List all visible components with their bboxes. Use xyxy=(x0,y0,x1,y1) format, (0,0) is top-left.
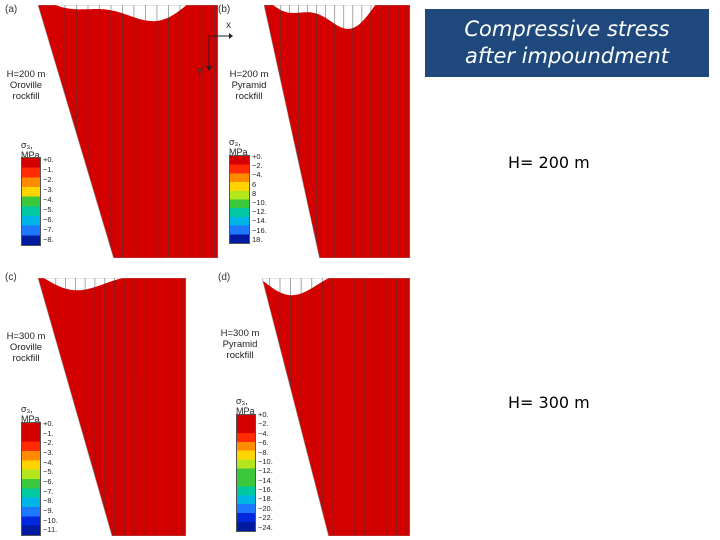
legend-tick-label: 18. xyxy=(252,234,263,244)
legend-labels: +0. −2. −4. 6 8 −10. −12. −14. −16. 18. xyxy=(252,153,292,245)
stress-field xyxy=(264,5,410,258)
legend-tick-label: −8. xyxy=(43,235,54,244)
contour-plot xyxy=(38,278,186,536)
row-label-h200: H= 200 m xyxy=(508,153,590,172)
color-scale-bar xyxy=(21,157,41,246)
legend-tick-label: −5. xyxy=(43,467,54,477)
legend-tick-label: −14. xyxy=(252,216,267,226)
legend-tick-label: −16. xyxy=(258,485,273,495)
legend-tick-label: −4. xyxy=(258,428,269,438)
color-scale-bar xyxy=(236,414,256,532)
panel-letter: (c) xyxy=(5,272,17,283)
legend-tick-label: +0. xyxy=(43,155,54,164)
color-scale-bar xyxy=(229,155,250,244)
legend-tick-label: +0. xyxy=(258,410,269,419)
legend-tick-label: 8 xyxy=(252,188,257,198)
legend-tick-label: −18. xyxy=(258,494,273,504)
y-axis-label: y xyxy=(197,65,202,76)
stress-field xyxy=(38,278,186,536)
legend-tick-label: −10. xyxy=(252,198,267,207)
row-label-h300: H= 300 m xyxy=(508,393,590,412)
contour-plot xyxy=(262,278,410,536)
legend-labels: +0. −1. −2. −3. −4. −5. −6. −7. −8. xyxy=(43,156,83,246)
legend-tick-label: −14. xyxy=(258,475,273,485)
slide-title-line: after impoundment xyxy=(464,44,670,68)
panel-letter: (a) xyxy=(5,4,18,15)
legend-tick-label: −6. xyxy=(43,215,54,224)
contour-plot xyxy=(264,5,410,258)
legend-tick-label: −10. xyxy=(43,515,58,525)
legend-tick-label: −7. xyxy=(43,225,54,234)
color-scale-bar xyxy=(21,422,41,536)
dam-outline xyxy=(264,5,410,258)
legend-labels: +0. −1. −2. −3. −4. −5. −6. −7. −8. −9. −10. −11. xyxy=(43,420,83,536)
legend-tick-label: −8. xyxy=(258,447,269,457)
slide-title-line: Compressive stress xyxy=(464,17,670,41)
legend-labels: +0. −2. −4. −6. −8. −10. −12. −14. −16. −18. −20. −… xyxy=(258,411,298,533)
legend-tick-label: −3. xyxy=(43,185,54,194)
legend-tick-label: −4. xyxy=(43,195,54,204)
slide-title-box: Compressive stress after impoundment xyxy=(425,9,709,77)
legend-tick-label: −6. xyxy=(258,438,269,448)
panel-letter: (d) xyxy=(218,272,231,283)
legend-tick-label: 6 xyxy=(252,179,257,189)
dam-outline xyxy=(38,5,218,258)
stress-field xyxy=(38,5,218,258)
stress-field xyxy=(262,278,410,536)
panel-caption: H=200 m Oroville rockfill xyxy=(6,69,46,102)
legend-tick-label: −22. xyxy=(258,513,273,523)
legend-tick-label: −9. xyxy=(43,506,54,515)
legend-tick-label: −12. xyxy=(252,207,267,217)
legend-tick-label: −8. xyxy=(43,496,54,506)
legend-tick-label: −11. xyxy=(43,525,58,535)
legend-title: σ₃, MPa xyxy=(21,140,40,160)
legend-tick-label: +0. xyxy=(252,152,263,161)
panel-caption: H=200 m Pyramid rockfill xyxy=(229,69,269,102)
legend-tick-label: −7. xyxy=(43,486,54,496)
legend-title: σ₃, MPa xyxy=(21,404,40,424)
legend-tick-label: −5. xyxy=(43,205,54,214)
dam-outline xyxy=(38,278,186,536)
legend-tick-label: +0. xyxy=(43,419,54,428)
legend-tick-label: −2. xyxy=(258,419,269,429)
legend-tick-label: −24. xyxy=(258,522,273,532)
stress-band xyxy=(264,5,410,258)
x-axis-label: x xyxy=(226,20,231,31)
legend-tick-label: −10. xyxy=(258,456,273,466)
legend-tick-label: −20. xyxy=(258,503,273,513)
legend-tick-label: −4. xyxy=(43,457,54,467)
legend-tick-label: −4. xyxy=(252,170,263,180)
legend-tick-label: −1. xyxy=(43,165,54,174)
legend-tick-label: −2. xyxy=(43,438,54,448)
legend-tick-label: −2. xyxy=(252,161,263,171)
legend-title: σ₃, MPa xyxy=(236,396,255,416)
legend-tick-label: −1. xyxy=(43,428,54,438)
legend-tick-label: −6. xyxy=(43,477,54,486)
legend-tick-label: −3. xyxy=(43,448,54,457)
axes-arrows xyxy=(206,33,233,71)
legend-title: σ₃, MPa xyxy=(229,137,248,157)
panel-letter: (b) xyxy=(218,4,231,15)
legend-tick-label: −16. xyxy=(252,225,267,235)
panel-caption: H=300 m Pyramid rockfill xyxy=(220,328,260,361)
contour-plot xyxy=(38,5,218,258)
panel-caption: H=300 m Oroville rockfill xyxy=(6,331,46,364)
legend-tick-label: −2. xyxy=(43,175,54,184)
dam-outline xyxy=(262,278,410,536)
stress-band xyxy=(262,278,410,536)
legend-tick-label: −12. xyxy=(258,466,273,476)
